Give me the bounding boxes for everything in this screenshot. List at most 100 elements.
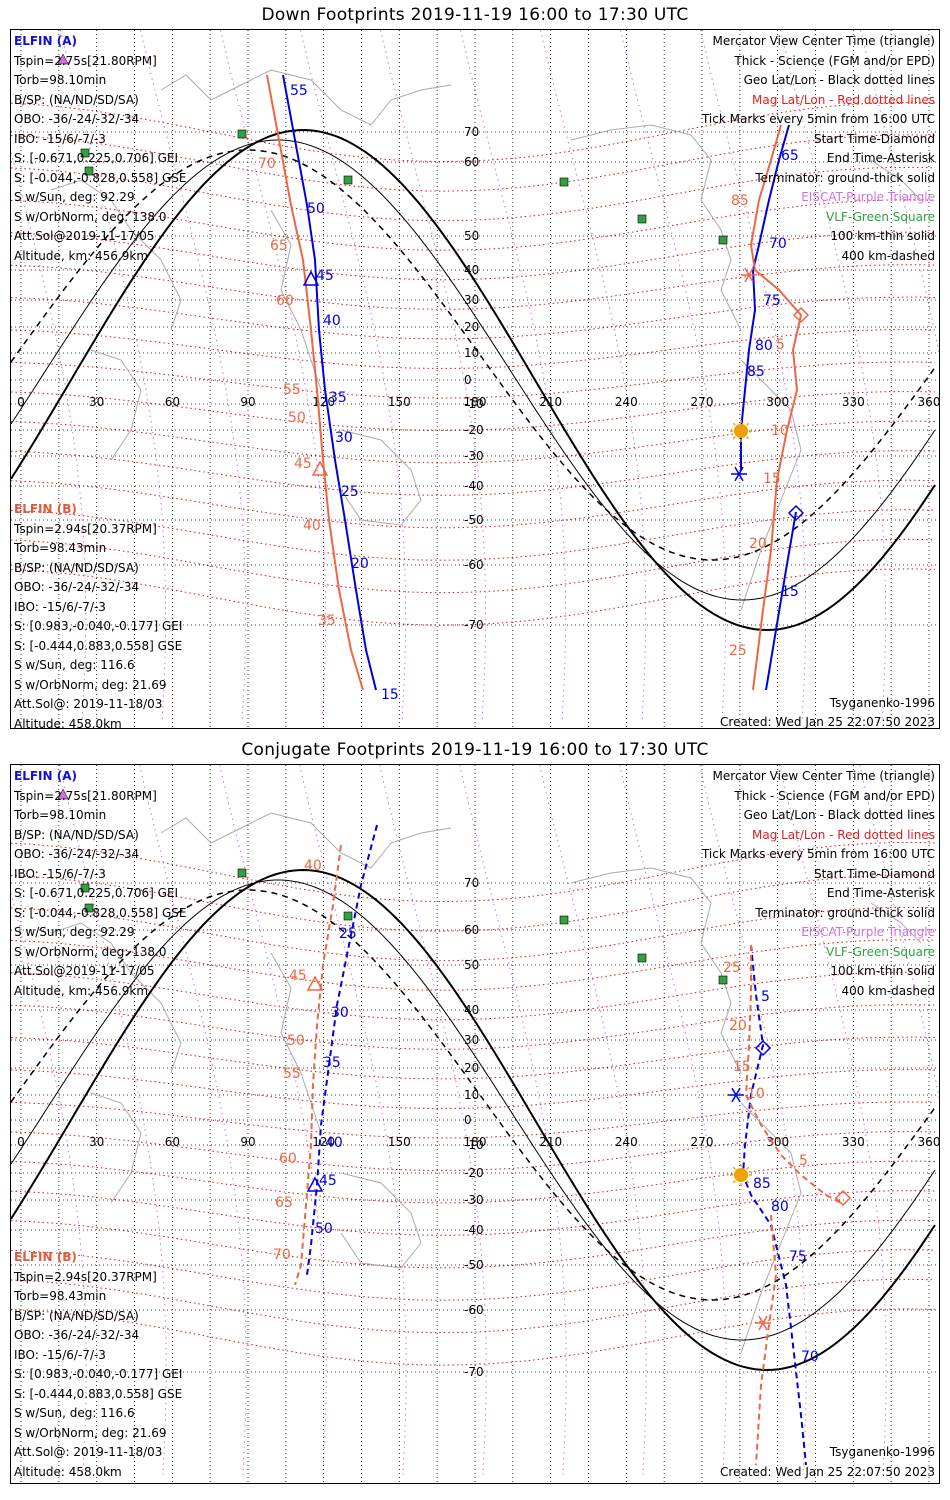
lat-tick-label: 0 — [464, 373, 472, 387]
track-tick-label: 40 — [323, 313, 341, 329]
vlf-square-icon — [637, 953, 647, 963]
sat-b-line: Tspin=2.94s[20.37RPM] — [14, 521, 157, 536]
lat-tick-label: 70 — [464, 876, 479, 890]
vlf-square-icon — [559, 177, 569, 187]
mag-lat-line — [11, 1190, 936, 1236]
sat-a-track — [306, 824, 378, 1276]
panel-2-sat-b-info: ELFIN (B) Tspin=2.94s[20.37RPM] Torb=98.… — [14, 1248, 182, 1482]
panel-2-legend: Mercator View Center Time (triangle) Thi… — [702, 767, 935, 1001]
vlf-square-icon — [80, 148, 90, 158]
vlf-square-icon — [237, 129, 247, 139]
sat-b-line: S: [-0.444,0.883,0.558] GSE — [14, 1386, 183, 1401]
track-tick-label: 40 — [304, 858, 322, 874]
sat-b-track — [294, 844, 342, 1286]
sat-b-line: B/SP: (NA/ND/SD/SA) — [14, 560, 139, 575]
end-asterisk-icon — [758, 1315, 768, 1331]
track-tick-label: 20 — [729, 1018, 747, 1034]
panel-1-map-svg: 0 30 60 90 120 150 180 210 240 270 300 330 360706050… — [11, 30, 939, 728]
coastline — [740, 359, 802, 611]
coastline — [570, 124, 742, 331]
sat-b-line: IBO: -15/6/-7/-3 — [14, 1347, 106, 1362]
sat-a-line: Torb=98.10min — [14, 808, 107, 822]
lat-tick-label: 60 — [464, 155, 479, 169]
view-center-triangle-icon — [306, 1176, 324, 1192]
lat-tick-label: 10 — [464, 1088, 479, 1102]
legend-mag-grid: Mag Lat/Lon - Red dotted lines — [751, 92, 935, 107]
mag-lon-line — [699, 765, 807, 1476]
track-tick-label: 50 — [315, 1221, 333, 1237]
track-tick-label: 10 — [747, 1086, 765, 1102]
track-tick-label: 70 — [801, 1349, 819, 1365]
lat-tick-label: -10 — [464, 397, 484, 411]
mag-lat-line — [11, 1219, 936, 1269]
legend-view-center: Mercator View Center Time (triangle) — [712, 34, 935, 48]
sat-a-line: Tspin=2.75s[21.80RPM] — [14, 788, 157, 803]
coastline — [870, 159, 922, 201]
track-tick-label: 80 — [755, 338, 773, 354]
mag-lon-line — [619, 765, 727, 1476]
sat-b-line: B/SP: (NA/ND/SD/SA) — [14, 1308, 139, 1323]
panel-1-model: Tsyganenko-1996 — [829, 696, 935, 710]
track-tick-label: 5 — [799, 1153, 808, 1169]
panel-2-sat-a-info: ELFIN (A) Tspin=2.75s[21.80RPM] Torb=98.… — [14, 767, 187, 1001]
lat-tick-label: 10 — [464, 346, 479, 360]
mag-lat-line — [11, 264, 936, 310]
lon-tick-label: 240 — [615, 395, 638, 409]
sun-icon — [734, 1168, 748, 1182]
sat-b-track-east — [744, 945, 842, 1204]
track-tick-label: 75 — [789, 1249, 807, 1265]
sat-a-line: S: [-0.044,-0.828,0.558] GSE — [14, 905, 187, 920]
sat-a-line: Altitude, km: 456.9km — [14, 983, 149, 998]
sat-a-line: S w/Sun, deg: 92.29 — [14, 190, 135, 204]
lat-tick-label: 20 — [464, 320, 479, 334]
panel-2-map-svg: 0 30 60 90 120 150 180 210 240 270 300 330 360706050… — [11, 765, 939, 1483]
sun-icon — [734, 424, 748, 438]
sat-b-line: OBO: -36/-24/-32/-34 — [14, 1328, 140, 1342]
sat-a-line: Altitude, km: 456.9km — [14, 248, 149, 263]
terminator-100km — [11, 139, 936, 601]
track-tick-label: 50 — [287, 1033, 305, 1049]
sat-a-line: S w/OrbNorm, deg: 138.0 — [14, 944, 167, 959]
mag-lat-line — [11, 102, 936, 163]
lon-tick-label: 90 — [240, 1135, 255, 1149]
lon-tick-label: 330 — [842, 395, 865, 409]
track-tick-label: 15 — [381, 687, 399, 703]
sat-a-name: ELFIN (A) — [14, 34, 77, 48]
mag-lon-line — [299, 765, 407, 1476]
lon-tick-label: 0 — [17, 1135, 25, 1149]
track-tick-label: 20 — [749, 536, 767, 552]
legend-geo-grid: Geo Lat/Lon - Black dotted lines — [743, 808, 935, 822]
sun-ray — [746, 422, 750, 426]
mag-lat-line — [11, 1131, 936, 1171]
track-tick-label: 30 — [331, 1005, 349, 1021]
sat-b-line: S: [0.983,-0.040,-0.177] GEI — [14, 619, 183, 633]
sat-b-line: Att.Sol@: 2019-11-18/03 — [14, 697, 163, 711]
sat-a-line: S: [-0.044,-0.828,0.558] GSE — [14, 170, 187, 185]
mag-lon-line — [859, 765, 939, 1100]
track-tick-label: 5 — [776, 337, 785, 353]
track-tick-label: 50 — [288, 410, 306, 426]
track-tick-label: 45 — [289, 968, 307, 984]
legend-start-time: Start Time-Diamond — [813, 866, 935, 881]
sat-a-line: Att.Sol@2019-11-17/05 — [14, 229, 155, 243]
mag-lon-line — [220, 30, 327, 721]
lat-tick-label: 70 — [464, 125, 479, 139]
lon-tick-label: 90 — [240, 395, 255, 409]
sun-ray — [732, 422, 736, 426]
end-asterisk-icon — [734, 466, 744, 482]
track-tick-label: 65 — [270, 238, 288, 254]
lat-tick-label: 30 — [464, 1033, 479, 1047]
end-asterisk-icon — [744, 267, 754, 283]
panel-1-sat-a-info: ELFIN (A) Tspin=2.75s[21.80RPM] Torb=98.… — [14, 32, 187, 266]
vlf-square-icon — [343, 911, 353, 921]
sat-a-line: S: [-0.671,0.225,0.706] GEI — [14, 886, 179, 900]
legend-vlf: VLF-Green Square — [826, 944, 935, 959]
sat-b-name: ELFIN (B) — [14, 502, 77, 516]
sat-b-name: ELFIN (B) — [14, 1250, 77, 1264]
panel-1-title: Down Footprints 2019-11-19 16:00 to 17:3… — [261, 5, 689, 25]
vlf-square-icon — [84, 166, 94, 176]
sat-b-line: Torb=98.43min — [14, 1289, 107, 1303]
track-tick-label: 45 — [294, 456, 312, 472]
track-tick-label: 35 — [323, 1055, 341, 1071]
coastline — [270, 209, 322, 391]
